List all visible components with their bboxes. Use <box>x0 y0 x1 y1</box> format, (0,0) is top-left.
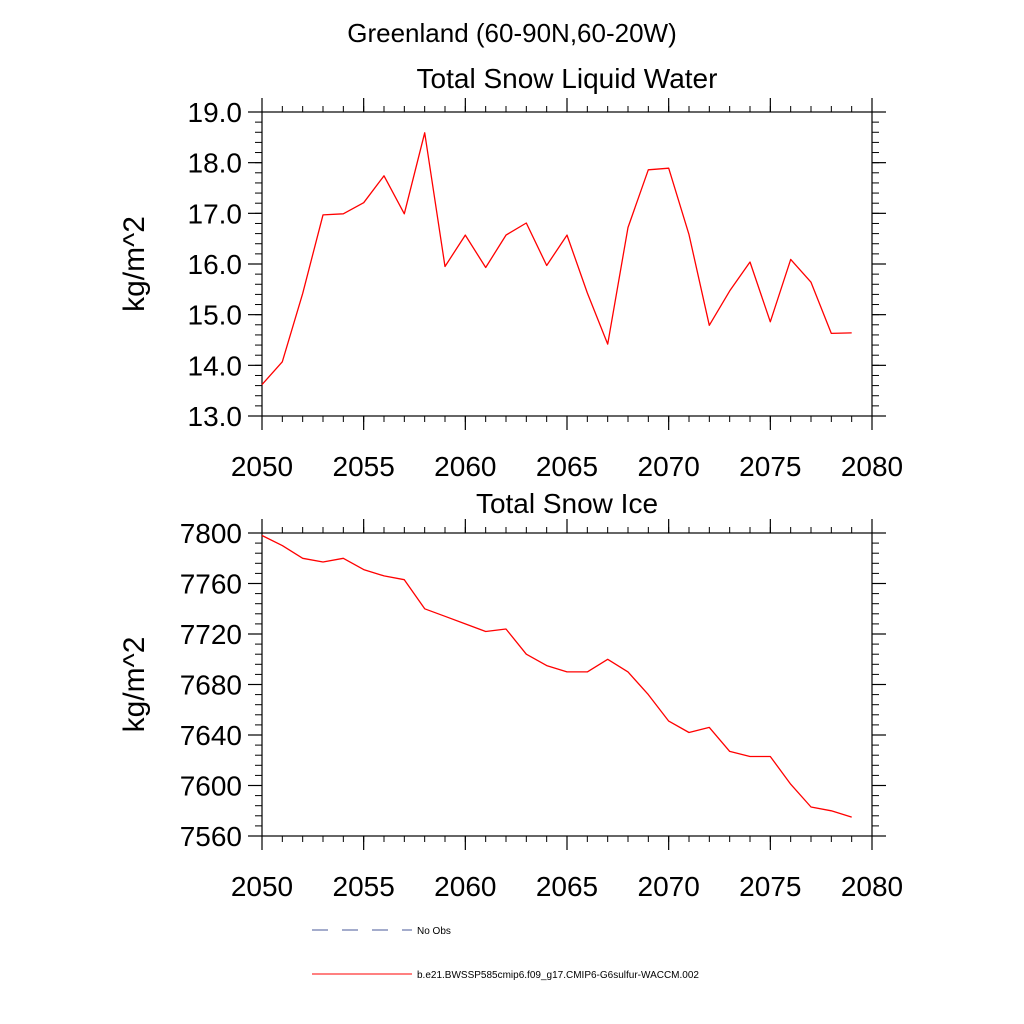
legend-entry-no-obs: No Obs <box>312 926 451 937</box>
legend-label-no-obs: No Obs <box>417 926 451 937</box>
y-tick-label: 14.0 <box>188 350 243 381</box>
x-tick-label: 2060 <box>434 871 496 902</box>
x-tick-label: 2055 <box>333 871 395 902</box>
y-tick-label: 17.0 <box>188 198 243 229</box>
legend: No Obs b.e21.BWSSP585cmip6.f09_g17.CMIP6… <box>312 926 699 981</box>
y-tick-label: 7560 <box>180 821 242 852</box>
series-line <box>261 534 852 818</box>
series-line <box>261 132 852 386</box>
y-axis-label: kg/m^2 <box>118 637 151 733</box>
chart-title: Total Snow Ice <box>476 488 658 519</box>
y-tick-label: 18.0 <box>188 148 243 179</box>
panel-snow-ice: Total Snow Ice 7560 7600 7640 7680 7720 7760 78… <box>118 488 903 902</box>
plot-frame <box>261 111 873 417</box>
x-tick-label: 2075 <box>739 451 801 482</box>
y-tick-label: 15.0 <box>188 300 243 331</box>
x-tick-label: 2070 <box>638 451 700 482</box>
legend-entry-model: b.e21.BWSSP585cmip6.f09_g17.CMIP6-G6sulf… <box>312 970 699 981</box>
y-tick-label: 7800 <box>180 518 242 549</box>
x-tick-label: 2065 <box>536 451 598 482</box>
x-tick-label: 2070 <box>638 871 700 902</box>
plot-frame <box>261 532 873 837</box>
x-tick-label: 2060 <box>434 451 496 482</box>
y-tick-label: 7640 <box>180 720 242 751</box>
x-tick-label: 2065 <box>536 871 598 902</box>
y-tick-label: 7760 <box>180 569 242 600</box>
chart-title: Total Snow Liquid Water <box>417 63 718 94</box>
y-axis-label: kg/m^2 <box>118 216 151 312</box>
x-tick-label: 2050 <box>231 451 293 482</box>
panel-snow-liquid-water: Total Snow Liquid Water 13.0 14.0 15.0 16.0 1… <box>118 63 903 482</box>
y-tick-label: 7600 <box>180 771 242 802</box>
legend-label-model: b.e21.BWSSP585cmip6.f09_g17.CMIP6-G6sulf… <box>417 970 699 981</box>
y-tick-label: 13.0 <box>188 401 243 432</box>
y-tick-label: 7680 <box>180 670 242 701</box>
y-tick-label: 16.0 <box>188 249 243 280</box>
x-tick-label: 2050 <box>231 871 293 902</box>
figure-title: Greenland (60-90N,60-20W) <box>347 18 677 48</box>
x-tick-label: 2075 <box>739 871 801 902</box>
y-tick-label: 7720 <box>180 619 242 650</box>
x-tick-label: 2080 <box>841 871 903 902</box>
x-tick-label: 2055 <box>333 451 395 482</box>
x-tick-label: 2080 <box>841 451 903 482</box>
y-tick-label: 19.0 <box>188 97 243 128</box>
